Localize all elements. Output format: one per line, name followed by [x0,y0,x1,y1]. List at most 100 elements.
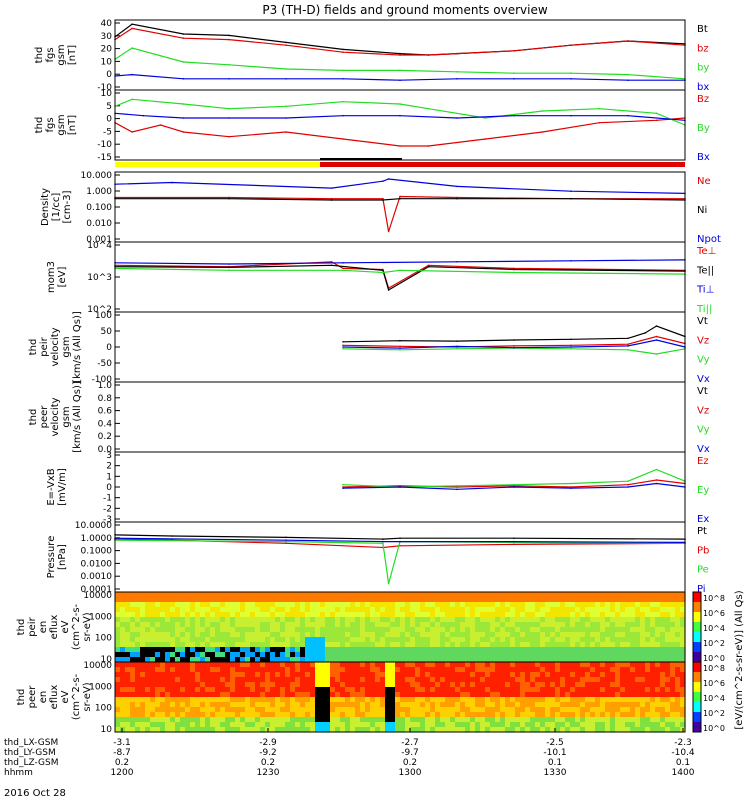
heatmap-cell [520,722,526,728]
heatmap-cell [395,707,401,713]
heatmap-cell [235,617,241,623]
heatmap-cell [300,647,306,653]
colorbar-tick: 10^0 [703,724,725,733]
heatmap-cell [535,697,541,703]
heatmap-cell [570,607,576,613]
heatmap-cell [345,677,351,683]
heatmap-cell [520,617,526,623]
data-point [342,340,344,343]
heatmap-cell [300,672,306,678]
heatmap-cell [675,692,681,698]
heatmap-cell [320,617,326,623]
heatmap-cell [380,657,386,663]
heatmap-cell [445,612,451,618]
heatmap-cell [630,672,636,678]
heatmap-cell [385,712,391,718]
data-point [513,50,515,52]
heatmap-cell [610,692,616,698]
heatmap-cell [455,692,461,698]
heatmap-cell [315,692,321,698]
heatmap-cell [295,687,301,693]
heatmap-cell [135,632,141,638]
heatmap-cell [560,657,566,663]
heatmap-cell [495,702,501,708]
heatmap-cell [655,642,661,648]
heatmap-cell [260,607,266,613]
heatmap-cell [290,682,296,688]
heatmap-cell [225,597,231,603]
data-point [399,544,401,547]
heatmap-cell [525,717,531,723]
data-point [228,269,230,272]
heatmap-cell [205,647,211,653]
heatmap-cell [260,722,266,728]
heatmap-cell [595,642,601,648]
heatmap-cell [150,617,156,623]
heatmap-cell [360,592,366,598]
heatmap-cell [650,662,656,668]
heatmap-cell [300,622,306,628]
series-line-Ne [115,195,685,232]
heatmap-cell [345,622,351,628]
heatmap-cell [340,612,346,618]
heatmap-cell [535,652,541,658]
heatmap-cell [325,642,331,648]
heatmap-cell [345,667,351,673]
heatmap-cell [315,712,321,718]
heatmap-cell [590,692,596,698]
heatmap-cell [635,637,641,643]
heatmap-cell [595,677,601,683]
heatmap-cell [320,722,326,728]
heatmap-cell [215,637,221,643]
data-point [513,268,515,271]
heatmap-cell [675,687,681,693]
heatmap-cell [580,592,586,598]
heatmap-cell [240,667,246,673]
heatmap-cell [315,672,321,678]
heatmap-cell [430,707,436,713]
heatmap-cell [550,607,556,613]
heatmap-cell [360,722,366,728]
heatmap-cell [165,642,171,648]
heatmap-cell [585,642,591,648]
heatmap-cell [270,622,276,628]
heatmap-cell [440,672,446,678]
heatmap-cell [385,662,391,668]
heatmap-cell [305,697,311,703]
heatmap-cell [235,682,241,688]
data-point [342,114,344,117]
heatmap-cell [515,647,521,653]
heatmap-cell [165,677,171,683]
heatmap-cell [415,717,421,723]
heatmap-cell [430,622,436,628]
heatmap-cell [115,617,121,623]
data-point [627,73,629,76]
heatmap-cell [500,672,506,678]
heatmap-cell [660,597,666,603]
heatmap-cell [575,682,581,688]
heatmap-cell [275,722,281,728]
heatmap-cell [425,602,431,608]
heatmap-cell [185,607,191,613]
heatmap-cell [470,697,476,703]
data-point [399,540,401,543]
heatmap-cell [495,712,501,718]
heatmap-cell [495,642,501,648]
heatmap-cell [385,727,391,733]
heatmap-cell [550,602,556,608]
heatmap-cell [545,727,551,733]
heatmap-cell [140,717,146,723]
heatmap-cell [375,642,381,648]
heatmap-cell [560,607,566,613]
heatmap-cell [665,692,671,698]
heatmap-cell [380,647,386,653]
heatmap-cell [550,647,556,653]
heatmap-cell [420,602,426,608]
heatmap-cell [190,667,196,673]
heatmap-cell [475,637,481,643]
heatmap-cell [190,712,196,718]
heatmap-cell [220,682,226,688]
heatmap-cell [125,597,131,603]
heatmap-cell [550,627,556,633]
heatmap-cell [155,627,161,633]
